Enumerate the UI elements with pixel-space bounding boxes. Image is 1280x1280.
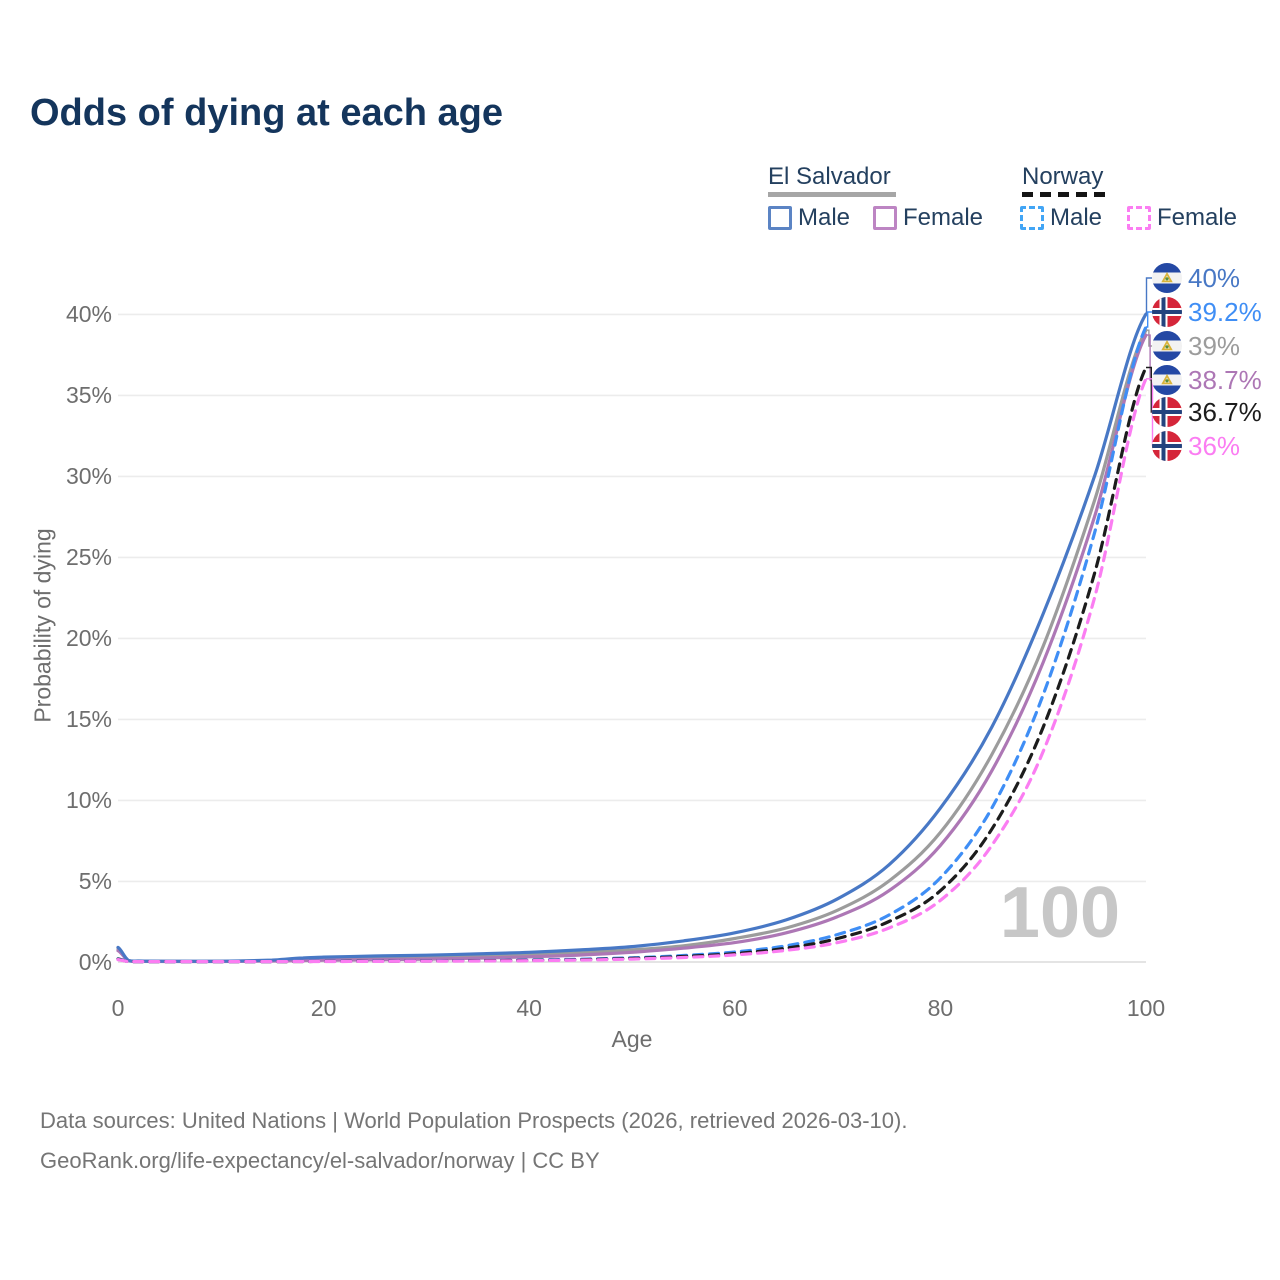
y-tick-35: 35%: [65, 382, 112, 408]
x-tick-0: 0: [111, 995, 125, 1021]
norway-flag-icon: [1152, 297, 1182, 327]
y-tick-15: 15%: [65, 706, 112, 732]
el-salvador-line-style-sample: [768, 192, 896, 197]
legend-label-norway-male[interactable]: Male: [1050, 204, 1103, 231]
x-tick-60: 60: [722, 995, 748, 1021]
checkbox-norway-female[interactable]: [1127, 206, 1151, 230]
callout-connector-4: [1146, 366, 1152, 413]
series-line-el-salvador-female: [116, 333, 1148, 964]
y-tick-20: 20%: [65, 625, 112, 651]
checkbox-el-salvador-male[interactable]: [768, 206, 792, 230]
legend-country-el-salvador[interactable]: El Salvador: [768, 163, 891, 190]
end-label-norway-female: 36%: [1152, 431, 1240, 461]
series-line-norway-male: [116, 325, 1148, 964]
end-label-el-salvador-female: 38.7%: [1152, 365, 1262, 395]
callout-connector-0: [1145, 277, 1152, 315]
x-tick-100: 100: [1126, 995, 1166, 1021]
series-line-norway-female: [116, 377, 1148, 964]
el-salvador-flag-icon: [1152, 331, 1182, 361]
legend-label-el-salvador-male[interactable]: Male: [798, 204, 851, 231]
x-tick-80: 80: [927, 995, 954, 1021]
y-tick-0: 0%: [78, 948, 112, 975]
page-title: Odds of dying at each age: [30, 92, 503, 134]
norway-flag-icon: [1152, 397, 1182, 427]
legend-label-norway-female[interactable]: Female: [1157, 204, 1238, 231]
callout-connector-1: [1146, 311, 1152, 328]
y-tick-30: 30%: [65, 463, 112, 489]
end-label-norway-male: 39.2%: [1152, 297, 1262, 327]
end-label-norway-both: 36.7%: [1152, 397, 1262, 427]
end-label-el-salvador-both: 39%: [1152, 331, 1240, 361]
legend-country-norway[interactable]: Norway: [1022, 163, 1104, 190]
y-tick-5: 5%: [78, 868, 112, 894]
x-axis-title: Age: [611, 1026, 653, 1052]
y-tick-25: 25%: [65, 544, 112, 570]
norway-line-style-sample: [1022, 192, 1112, 197]
x-tick-20: 20: [310, 995, 337, 1021]
end-label-el-salvador-male: 40%: [1152, 263, 1240, 293]
legend-label-el-salvador-female[interactable]: Female: [903, 204, 984, 231]
checkbox-norway-male[interactable]: [1020, 206, 1044, 230]
series-line-el-salvador-both-sexes: [116, 328, 1148, 964]
y-tick-40: 40%: [65, 301, 112, 327]
x-tick-40: 40: [516, 995, 542, 1021]
data-sources-text: Data sources: United Nations | World Pop…: [40, 1108, 908, 1133]
y-axis-title: Probability of dying: [29, 528, 56, 723]
el-salvador-flag-icon: [1152, 365, 1182, 395]
series-line-norway-both-sexes: [116, 365, 1148, 964]
y-tick-10: 10%: [65, 787, 112, 813]
checkbox-el-salvador-female[interactable]: [873, 206, 897, 230]
age-watermark: 100: [999, 873, 1121, 953]
attribution-link-text[interactable]: GeoRank.org/life-expectancy/el-salvador/…: [40, 1148, 600, 1173]
norway-flag-icon: [1152, 431, 1182, 461]
el-salvador-flag-icon: [1152, 263, 1182, 293]
